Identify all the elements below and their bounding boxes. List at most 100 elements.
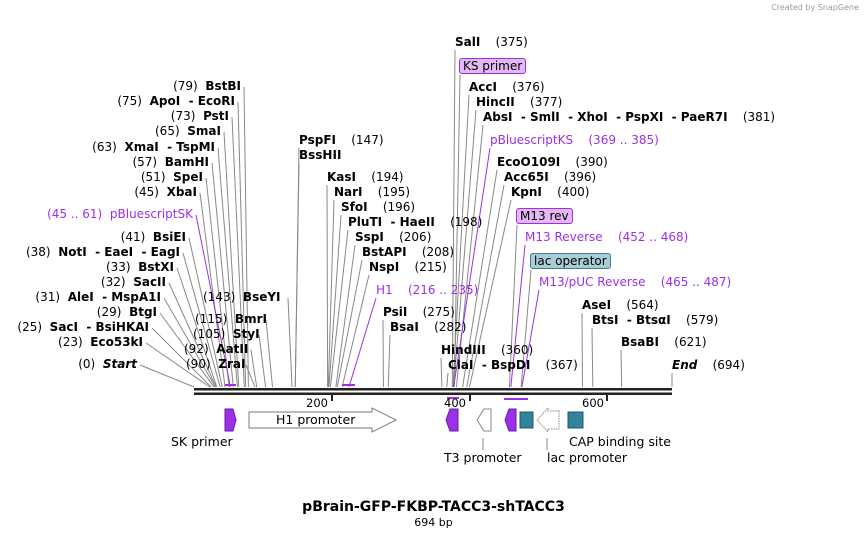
- leader-line: [452, 94, 470, 388]
- site-label-hindiii[interactable]: HindIII (360): [441, 343, 533, 357]
- primer-label-m13-puc-reverse[interactable]: M13/pUC Reverse (465 .. 487): [539, 275, 731, 289]
- site-label-bamhi[interactable]: (57) BamHI: [132, 155, 209, 169]
- site-label-bsabi[interactable]: BsaBI (621): [621, 335, 707, 349]
- site-label-asei[interactable]: AseI (564): [582, 298, 659, 312]
- site-label-alei-mspa1i[interactable]: (31) AleI - MspA1I: [35, 290, 161, 304]
- site-label-bseyi[interactable]: (143) BseYI: [203, 290, 281, 304]
- site-label-bmri[interactable]: (115) BmrI: [195, 312, 267, 326]
- t3-promoter-arrow[interactable]: [476, 408, 492, 432]
- site-label-eco53ki[interactable]: (23) Eco53kI: [58, 335, 143, 349]
- site-name: Acc65I: [504, 170, 549, 184]
- site-label-xbai[interactable]: (45) XbaI: [134, 185, 197, 199]
- site-label-apoi-ecori[interactable]: (75) ApoI - EcoRI: [117, 94, 235, 108]
- site-label-pspfi[interactable]: PspFI (147): [299, 133, 384, 147]
- site-name: AleI - MspA1I: [67, 290, 161, 304]
- site-label-noti-eaei-eagi[interactable]: (38) NotI - EaeI - EagI: [26, 245, 180, 259]
- site-label-psii[interactable]: PsiI (275): [383, 305, 455, 319]
- site-name: KpnI: [511, 185, 542, 199]
- site-position: (216 .. 235): [407, 283, 479, 297]
- label-leaders: [139, 49, 673, 388]
- site-label-nari[interactable]: NarI (195): [334, 185, 410, 199]
- primer-label-pbluescriptks[interactable]: pBluescriptKS (369 .. 385): [490, 133, 659, 147]
- feature-tag-m13-rev[interactable]: M13 rev: [516, 208, 573, 224]
- leader-line: [591, 327, 594, 388]
- site-label-hincii[interactable]: HincII (377): [476, 95, 562, 109]
- site-label-kasi[interactable]: KasI (194): [327, 170, 404, 184]
- site-label-spei[interactable]: (51) SpeI: [141, 170, 203, 184]
- site-name: SpeI: [173, 170, 203, 184]
- feature-tag-lac-operator[interactable]: lac operator: [530, 253, 611, 269]
- site-label-acc65i[interactable]: Acc65I (396): [504, 170, 596, 184]
- h1-promoter-arrow[interactable]: [248, 407, 398, 433]
- feature-tag-ks-primer[interactable]: KS primer: [459, 58, 527, 74]
- tick-label-600: 600: [582, 396, 604, 410]
- site-label-kpni[interactable]: KpnI (400): [511, 185, 589, 199]
- site-label-bsshii[interactable]: BssHII: [299, 148, 341, 162]
- leader-line: [231, 116, 245, 388]
- site-label-acci[interactable]: AccI (376): [469, 80, 545, 94]
- site-label-psti[interactable]: (73) PstI: [171, 109, 229, 123]
- site-position: (275): [422, 305, 455, 319]
- site-name: AbsI - SmlI - XhoI - PspXI - PaeR7I: [483, 110, 728, 124]
- site-name: NarI: [334, 185, 363, 199]
- site-label-sspi[interactable]: SspI (206): [355, 230, 431, 244]
- site-name: KasI: [327, 170, 357, 184]
- site-label-xmai-tspmi[interactable]: (63) XmaI - TspMI: [92, 140, 215, 154]
- tick-label-400: 400: [444, 396, 466, 410]
- site-label-aatii[interactable]: (92) AatII: [184, 342, 248, 356]
- site-label-smai[interactable]: (65) SmaI: [155, 124, 221, 138]
- site-label-btsi-bts-i[interactable]: BtsI - BtsαI (579): [592, 313, 718, 327]
- tick-label-200: 200: [306, 396, 328, 410]
- lac-promoter-arrow[interactable]: [536, 406, 560, 434]
- ks-primer-arrow[interactable]: [445, 408, 459, 432]
- site-label-absi-smli-xhoi-pspxi-paer7i[interactable]: AbsI - SmlI - XhoI - PspXI - PaeR7I (381…: [483, 110, 775, 124]
- site-label-bstxi[interactable]: (33) BstXI: [106, 260, 174, 274]
- site-name: ClaI - BspDI: [448, 358, 531, 372]
- site-label-bsiei[interactable]: (41) BsiEI: [121, 230, 186, 244]
- plasmid-length: 694 bp: [414, 516, 453, 529]
- site-label-bsai[interactable]: BsaI (282): [390, 320, 466, 334]
- site-label-sacii[interactable]: (32) SacII: [101, 275, 166, 289]
- site-label-ecoo109i[interactable]: EcoO109I (390): [497, 155, 608, 169]
- site-label-sali[interactable]: SalI (375): [455, 35, 528, 49]
- primer-label-h1[interactable]: H1 (216 .. 235): [376, 283, 478, 297]
- m13-rev-arrow[interactable]: [504, 408, 517, 432]
- site-name: PsiI: [383, 305, 408, 319]
- site-position: (400): [557, 185, 590, 199]
- site-name: NspI: [369, 260, 400, 274]
- site-label-btgi[interactable]: (29) BtgI: [97, 305, 157, 319]
- site-label-bstapi[interactable]: BstAPI (208): [362, 245, 454, 259]
- site-name: XmaI - TspMI: [124, 140, 215, 154]
- site-position: (375): [495, 35, 528, 49]
- site-label-pluti-haeii[interactable]: PluTI - HaeII (198): [348, 215, 482, 229]
- site-label-clai-bspdi[interactable]: ClaI - BspDI (367): [448, 358, 578, 372]
- site-label-nspi[interactable]: NspI (215): [369, 260, 447, 274]
- site-name: SacII: [133, 275, 166, 289]
- leader-line: [294, 162, 300, 388]
- cap-binding-site-box[interactable]: [567, 411, 584, 429]
- sk-primer-arrow[interactable]: [224, 408, 237, 432]
- leader-line: [326, 184, 329, 388]
- site-name: Start: [102, 357, 137, 371]
- site-label-saci-bsihkai[interactable]: (25) SacI - BsiHKAI: [17, 320, 149, 334]
- primer-label[interactable]: (45 .. 61) pBluescriptSK: [47, 207, 193, 221]
- site-label-sfoi[interactable]: SfoI (196): [341, 200, 415, 214]
- site-position: (198): [450, 215, 483, 229]
- site-position: (75): [117, 94, 142, 108]
- site-position: (32): [100, 275, 126, 289]
- site-label-start[interactable]: (0) Start: [78, 357, 137, 371]
- site-label-styi[interactable]: (105) StyI: [193, 327, 260, 341]
- site-label-bstbi[interactable]: (79) BstBI: [173, 79, 241, 93]
- site-label-zrai[interactable]: (90) ZraI: [186, 357, 245, 371]
- leader-line: [199, 192, 226, 388]
- leader-line: [521, 289, 540, 388]
- h1-bar: [342, 384, 355, 386]
- lac-operator-box[interactable]: [519, 411, 534, 429]
- leader-line: [455, 124, 484, 388]
- site-label-end[interactable]: End (694): [672, 358, 745, 372]
- feature-label-t3-promoter: T3 promoter: [444, 450, 522, 465]
- site-name: AccI: [469, 80, 497, 94]
- site-position: (115): [195, 312, 228, 326]
- leader-line: [217, 147, 238, 388]
- primer-label-m13-reverse[interactable]: M13 Reverse (452 .. 468): [525, 230, 688, 244]
